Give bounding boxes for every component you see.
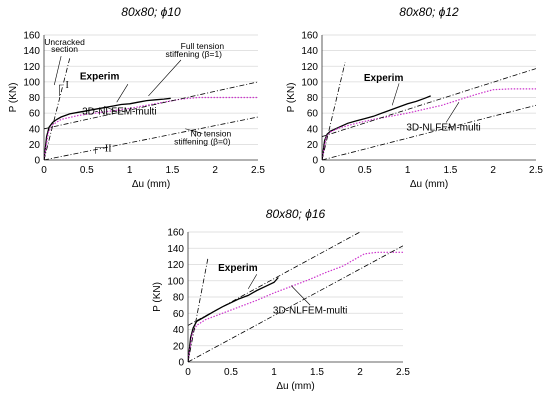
annotation: Experim <box>364 73 404 84</box>
x-tick-label: 2.5 <box>396 367 410 378</box>
slope-marker <box>59 84 62 96</box>
y-tick-label: 40 <box>307 124 319 135</box>
annotation: Uncracked <box>44 37 85 47</box>
series-3d-nlfem-multi <box>44 96 258 160</box>
annotation: stiffening (β=0) <box>174 136 231 146</box>
leader-line <box>445 102 460 123</box>
y-tick-label: 160 <box>301 31 318 42</box>
x-axis-label: Δu (mm) <box>410 179 448 190</box>
annotation: stiffening (β=1) <box>166 49 223 59</box>
y-tick-label: 60 <box>307 109 319 120</box>
reference-line-3 <box>188 231 361 326</box>
x-tick-label: 0.5 <box>358 165 372 176</box>
y-tick-label: 40 <box>29 124 41 135</box>
y-tick-label: 0 <box>178 358 184 369</box>
y-tick-label: 160 <box>167 228 184 239</box>
chart-2: 0 20 40 60 80 100 120 140 160 0 0.5 1 1.5 2 2.5 Δu (mm)… <box>286 5 543 190</box>
leader-line <box>116 84 129 103</box>
leader-line <box>391 83 400 106</box>
x-tick-label: 1 <box>405 165 411 176</box>
y-tick-label: 80 <box>173 293 185 304</box>
annotation: No tension <box>191 129 232 139</box>
x-tick-label: 1 <box>127 165 133 176</box>
leader-line <box>247 274 258 290</box>
y-tick-label: 0 <box>312 156 318 167</box>
x-axis-label: Δu (mm) <box>276 381 314 392</box>
y-tick-label: 140 <box>167 244 184 255</box>
plot-area <box>188 231 403 362</box>
chart-title: 80x80; ϕ12 <box>399 5 459 19</box>
y-tick-label: 20 <box>29 140 41 151</box>
y-tick-label: 60 <box>173 309 185 320</box>
x-tick-label: 2 <box>490 165 496 176</box>
y-tick-label: 120 <box>301 62 318 73</box>
series-3d-nlfem-multi <box>322 88 536 160</box>
y-tick-label: 40 <box>173 325 185 336</box>
y-tick-label: 80 <box>307 93 319 104</box>
y-axis-label: P (KN) <box>286 83 297 113</box>
x-tick-label: 1.5 <box>443 165 457 176</box>
plot-area <box>322 62 536 160</box>
y-tick-label: 100 <box>301 77 318 88</box>
x-tick-label: 2 <box>212 165 218 176</box>
y-axis-label: P (KN) <box>8 83 19 113</box>
y-tick-label: 100 <box>167 276 184 287</box>
reference-line-4 <box>322 104 536 160</box>
y-axis-label: P (KN) <box>152 282 163 312</box>
reference-line-2 <box>322 62 346 160</box>
y-tick-label: 20 <box>307 140 319 151</box>
y-tick-label: 20 <box>173 341 185 352</box>
y-tick-label: 100 <box>23 77 40 88</box>
leader-line <box>148 59 182 97</box>
plot-area <box>44 58 258 160</box>
reference-line-4 <box>188 245 403 362</box>
x-tick-label: 1.5 <box>310 367 324 378</box>
x-tick-label: 2 <box>357 367 363 378</box>
annotation: Experim <box>218 263 258 274</box>
annotation: 3D-NLFEM-multi <box>406 122 480 133</box>
annotation: section <box>51 44 78 54</box>
leader-line <box>290 285 311 306</box>
x-tick-label: 1 <box>271 367 277 378</box>
y-tick-label: 120 <box>23 62 40 73</box>
annotation: Full tension <box>181 41 225 51</box>
leader-line <box>103 105 117 112</box>
y-tick-label: 160 <box>23 31 40 42</box>
chart-title: 80x80; ϕ16 <box>266 207 326 221</box>
reference-line-3 <box>44 81 258 130</box>
y-tick-label: 140 <box>23 46 40 57</box>
x-tick-label: 0.5 <box>80 165 94 176</box>
x-tick-label: 0.5 <box>224 367 238 378</box>
x-tick-label: 2.5 <box>251 165 265 176</box>
reference-line-3 <box>322 68 536 137</box>
y-tick-label: 120 <box>167 260 184 271</box>
chart-1: 0 20 40 60 80 100 120 140 160 0 0.5 1 1.5 2 2.5 Δu (mm)… <box>8 5 265 190</box>
y-tick-label: 60 <box>29 109 41 120</box>
y-tick-label: 0 <box>34 156 40 167</box>
annotation: Experim <box>80 72 120 83</box>
x-tick-label: 0 <box>185 367 191 378</box>
series-experim <box>322 95 431 160</box>
annotation: I <box>65 80 68 91</box>
leader-line <box>185 128 203 134</box>
x-tick-label: 0 <box>319 165 325 176</box>
reference-line-2 <box>188 258 209 362</box>
x-tick-label: 2.5 <box>529 165 543 176</box>
reference-line-4 <box>44 116 258 160</box>
leader-line <box>53 56 62 86</box>
annotation: 3D-NLFEM-multi <box>273 305 347 316</box>
x-tick-label: 0 <box>41 165 47 176</box>
chart-title: 80x80; ϕ10 <box>121 5 181 19</box>
slope-marker <box>95 147 104 154</box>
x-axis-label: Δu (mm) <box>132 179 170 190</box>
y-tick-label: 80 <box>29 93 41 104</box>
annotation: II <box>105 143 112 154</box>
annotation: 3D-NLFEM-multi <box>82 107 156 118</box>
y-tick-label: 140 <box>301 46 318 57</box>
chart-3: 0 20 40 60 80 100 120 140 160 0 0.5 1 1.5 2 2.5 Δu (mm)… <box>152 207 410 392</box>
reference-line-2 <box>44 58 71 160</box>
series-experim <box>44 97 171 160</box>
x-tick-label: 1.5 <box>165 165 179 176</box>
